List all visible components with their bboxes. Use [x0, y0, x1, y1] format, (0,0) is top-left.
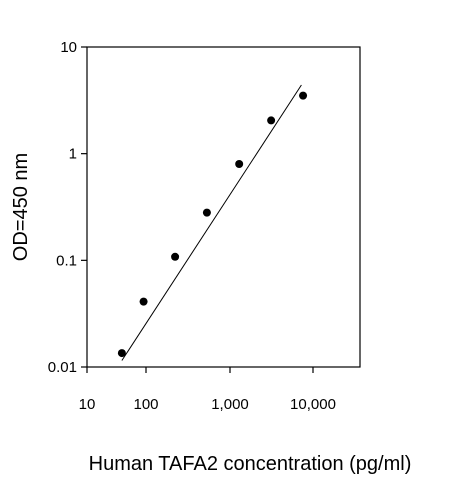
- x-tick-label: 1,000: [211, 396, 249, 413]
- x-tick-label: 10,000: [290, 396, 336, 413]
- x-tick-label: 10: [79, 396, 96, 413]
- y-axis-tick-labels: 0.01 0.1 1 10: [48, 39, 77, 376]
- x-axis-title: Human TAFA2 concentration (pg/ml): [89, 453, 412, 475]
- data-point: [235, 160, 244, 169]
- data-point: [202, 208, 211, 217]
- plot-frame: [86, 46, 361, 368]
- y-tick-label: 0.1: [56, 252, 77, 269]
- y-tick-label: 0.01: [48, 359, 77, 376]
- data-points: [117, 91, 308, 358]
- fit-line: [121, 84, 302, 361]
- y-tick-label: 10: [60, 39, 77, 56]
- y-tick-label: 1: [69, 146, 77, 163]
- y-axis-ticks: [81, 46, 87, 368]
- data-point: [171, 252, 180, 261]
- data-point: [117, 349, 126, 358]
- data-point: [139, 297, 148, 306]
- data-point: [267, 116, 276, 125]
- y-axis-title: OD=450 nm: [10, 153, 32, 261]
- data-point: [299, 91, 308, 100]
- x-axis-ticks: [86, 367, 314, 373]
- x-axis-tick-labels: 10 100 1,000 10,000: [79, 396, 336, 413]
- x-tick-label: 100: [133, 396, 158, 413]
